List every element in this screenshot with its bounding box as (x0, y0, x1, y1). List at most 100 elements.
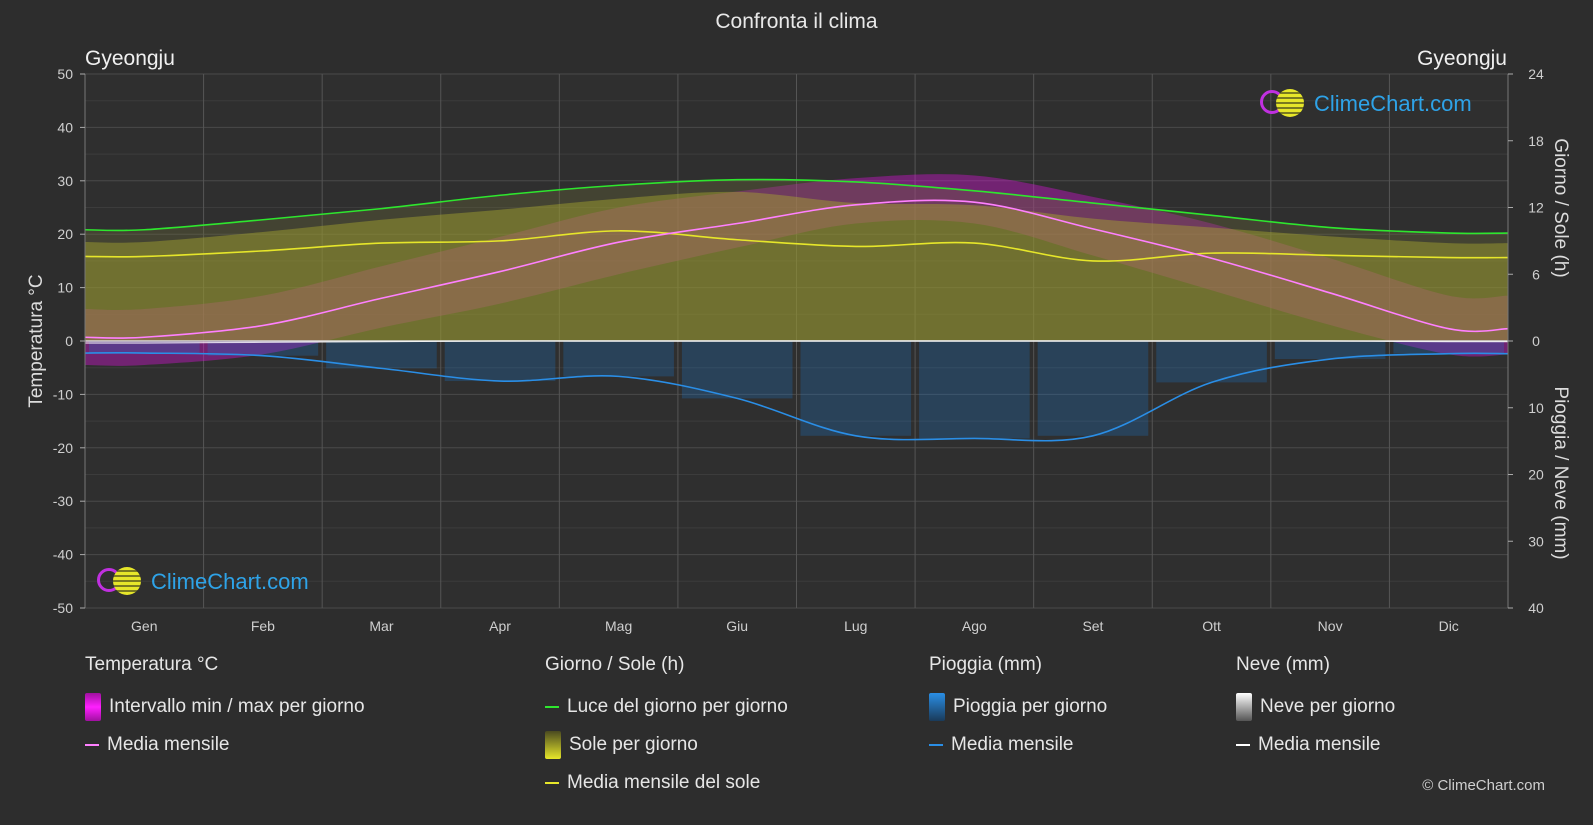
legend-rain: Pioggia (mm) Pioggia per giorno Media me… (929, 654, 1107, 764)
legend-label: Luce del giorno per giorno (567, 696, 788, 717)
legend-label: Media mensile (107, 734, 230, 755)
copyright: © ClimeChart.com (1422, 777, 1545, 794)
rain-swatch-icon (929, 693, 945, 721)
rain-bar (919, 341, 1030, 439)
sunshine-swatch-icon (545, 731, 561, 759)
rain-bar (207, 341, 319, 356)
line-swatch-icon (1236, 744, 1250, 746)
y-left-tick-label: 50 (57, 66, 73, 82)
y-right-top-tick-label: 12 (1528, 200, 1544, 216)
y-left-tick-label: 10 (57, 280, 73, 296)
x-tick-label: Ago (962, 618, 987, 634)
rain-bar (89, 341, 200, 354)
legend-item-daylight: Luce del giorno per giorno (545, 688, 788, 726)
rain-bar (1274, 341, 1386, 360)
y-axis-left-title: Temperatura °C (26, 274, 47, 408)
sunshine-area (85, 179, 1508, 341)
x-tick-label: Giu (726, 618, 748, 634)
x-tick-label: Ott (1202, 618, 1221, 634)
daylight-line (84, 178, 1509, 235)
x-tick-label: Apr (489, 618, 511, 634)
x-tick-label: Gen (131, 618, 157, 634)
x-tick-label: Set (1082, 618, 1103, 634)
y-left-tick-label: 20 (57, 226, 73, 242)
x-tick-label: Nov (1318, 618, 1343, 634)
legend-label: Neve per giorno (1260, 696, 1396, 717)
y-right-top-tick-label: 24 (1528, 66, 1544, 82)
legend-head: Pioggia (mm) (929, 654, 1042, 675)
temperature-range-band (85, 174, 1508, 366)
line-swatch-icon (929, 744, 943, 746)
brand-text: ClimeChart.com (1314, 91, 1472, 116)
snow-swatch-icon (1236, 693, 1252, 721)
legend-item-rain: Pioggia per giorno (929, 688, 1107, 726)
legend-head: Temperatura °C (85, 654, 219, 675)
legend-sun: Giorno / Sole (h) Luce del giorno per gi… (545, 654, 788, 802)
y-right-bottom-tick-label: 30 (1528, 533, 1544, 549)
rain-bar (444, 341, 556, 382)
x-tick-label: Mag (605, 618, 632, 634)
legend-item-sunshine-mean: Media mensile del sole (545, 764, 788, 802)
legend-label: Pioggia per giorno (953, 696, 1108, 717)
y-right-top-tick-label: 6 (1532, 266, 1540, 282)
x-tick-label: Mar (369, 618, 393, 634)
snow-mean-line (84, 340, 1509, 344)
legend-label: Intervallo min / max per giorno (109, 696, 365, 717)
y-right-top-tick-label: 18 (1528, 133, 1544, 149)
y-axis-right-bottom-title: Pioggia / Neve (mm) (1550, 386, 1571, 560)
legend-snow: Neve (mm) Neve per giorno Media mensile (1236, 654, 1395, 764)
legend-item-temp-range: Intervallo min / max per giorno (85, 688, 365, 726)
line-swatch-icon (545, 782, 559, 784)
rain-bar (800, 341, 912, 436)
line-swatch-icon (545, 706, 559, 708)
rain-bar (1393, 341, 1504, 354)
line-swatch-icon (85, 744, 99, 746)
y-right-bottom-tick-label: 40 (1528, 600, 1544, 616)
y-left-tick-label: 40 (57, 119, 73, 135)
rain-mean-line (84, 352, 1509, 442)
chart-title: Confronta il clima (715, 10, 878, 33)
sunshine-area-fill (85, 191, 1508, 341)
rain-bars (89, 341, 1504, 439)
legend-item-sunshine: Sole per giorno (545, 726, 788, 764)
y-right-bottom-tick-label: 20 (1528, 467, 1544, 483)
x-tick-label: Feb (251, 618, 275, 634)
climechart-logo-icon (1258, 88, 1308, 120)
legend-item-snow-mean: Media mensile (1236, 726, 1395, 764)
legend-label: Media mensile (1258, 734, 1381, 755)
x-tick-label: Dic (1439, 618, 1459, 634)
location-right: Gyeongju (1417, 47, 1507, 70)
legend-head: Neve (mm) (1236, 654, 1330, 675)
y-axis-right-top-title: Giorno / Sole (h) (1550, 138, 1571, 278)
y-left-tick-label: -40 (53, 547, 73, 563)
y-left-tick-label: -30 (53, 493, 73, 509)
y-left-tick-label: -50 (53, 600, 73, 616)
temperature-range-band-fill (85, 174, 1508, 366)
climechart-logo-icon (95, 566, 145, 598)
series-lines (84, 178, 1509, 442)
rain-bar (1037, 341, 1149, 436)
daylight-area-fill (85, 179, 1508, 341)
legend-head: Giorno / Sole (h) (545, 654, 685, 675)
sunshine-mean-line (84, 230, 1509, 262)
brand-logo-top[interactable]: ClimeChart.com (1258, 88, 1472, 120)
rain-bar (1156, 341, 1267, 383)
y-left-tick-label: -20 (53, 440, 73, 456)
legend-label: Media mensile del sole (567, 772, 761, 793)
x-tick-label: Lug (844, 618, 867, 634)
brand-text: ClimeChart.com (151, 569, 309, 594)
y-right-bottom-tick-label: 10 (1528, 400, 1544, 416)
legend-item-rain-mean: Media mensile (929, 726, 1107, 764)
axis-ticks: 50 40 30 20 10 0 -10 -20 -30 -40 -50 24 18 12 6 0 10 20 30… (53, 66, 1544, 634)
range-swatch-icon (85, 693, 101, 721)
legend-item-temp-mean: Media mensile (85, 726, 365, 764)
legend-label: Media mensile (951, 734, 1074, 755)
y-left-tick-label: 0 (65, 333, 73, 349)
y-left-tick-label: 30 (57, 173, 73, 189)
y-right-top-tick-label: 0 (1532, 333, 1540, 349)
legend-item-snow: Neve per giorno (1236, 688, 1395, 726)
legend-label: Sole per giorno (569, 734, 698, 755)
legend-temperature: Temperatura °C Intervallo min / max per … (85, 654, 365, 764)
brand-logo-bottom[interactable]: ClimeChart.com (95, 566, 309, 598)
